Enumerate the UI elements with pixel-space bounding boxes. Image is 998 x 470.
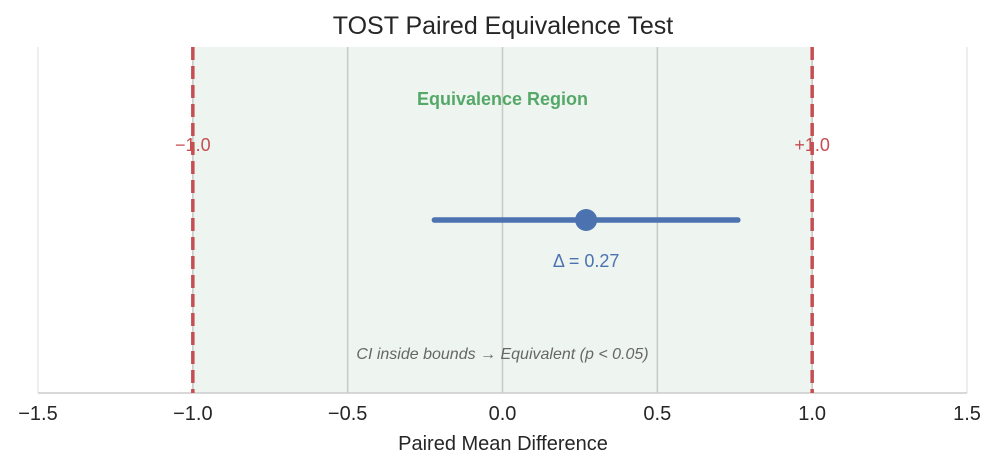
x-tick-label: 0.5 <box>643 403 671 425</box>
x-tick-label: 1.5 <box>953 403 981 425</box>
x-tick-label: 0.0 <box>489 403 517 425</box>
x-tick-label: −1.5 <box>18 403 57 425</box>
x-axis-label: Paired Mean Difference <box>398 433 608 455</box>
x-tick-label: −0.5 <box>328 403 367 425</box>
equivalence-region-label: Equivalence Region <box>417 89 588 109</box>
x-tick-label: 1.0 <box>798 403 826 425</box>
plot-area: −1.0 +1.0 Equivalence Region Δ = 0.27 CI ins… <box>18 47 981 425</box>
estimate-label: Δ = 0.27 <box>553 251 620 271</box>
result-annotation: CI inside bounds → Equivalent (p < 0.05) <box>356 346 648 363</box>
chart-title: TOST Paired Equivalence Test <box>333 12 674 40</box>
point-estimate-marker <box>575 209 598 231</box>
upper-bound-label: +1.0 <box>794 135 830 155</box>
lower-bound-label: −1.0 <box>175 135 211 155</box>
x-tick-label: −1.0 <box>173 403 212 425</box>
